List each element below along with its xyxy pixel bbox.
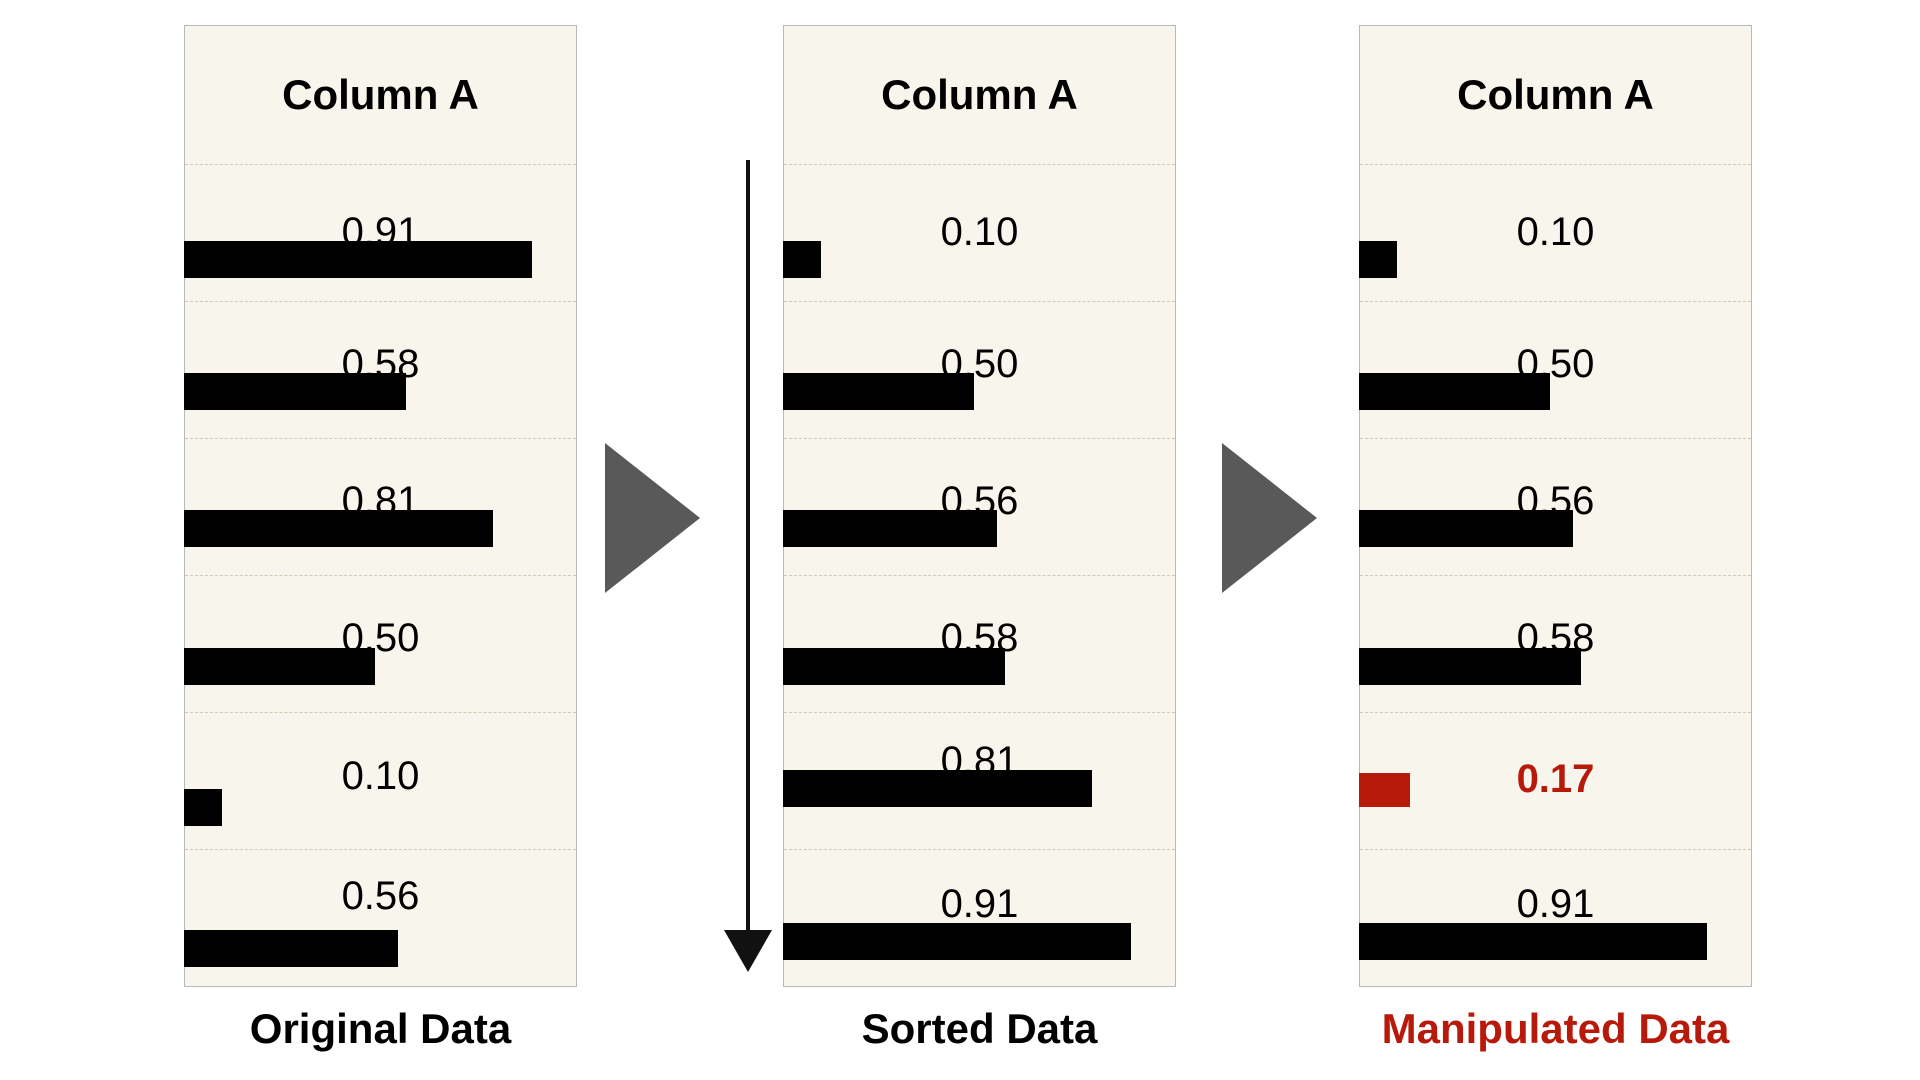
table-row: 0.91 (1359, 849, 1751, 986)
column-header: Column A (282, 71, 479, 118)
value-bar (184, 241, 532, 278)
caption-sorted: Sorted Data (861, 1005, 1098, 1052)
table-row: 0.10 (783, 164, 1175, 301)
row-value: 0.56 (341, 874, 420, 918)
row-value: 0.17 (1516, 757, 1595, 801)
value-bar (1359, 923, 1707, 960)
row-value: 0.91 (1516, 882, 1595, 926)
value-bar (783, 373, 974, 410)
column-header: Column A (881, 71, 1078, 118)
panel-original: Column A 0.91 0.58 0.81 0.50 0.10 0.56 (184, 25, 577, 987)
table-row: 0.58 (1359, 575, 1751, 712)
value-bar (184, 510, 493, 547)
table-row: 0.50 (184, 575, 576, 712)
table-row: 0.50 (783, 301, 1175, 438)
value-bar (184, 648, 375, 685)
row-value: 0.91 (940, 882, 1019, 926)
table-row: 0.58 (184, 301, 576, 438)
value-bar (1359, 373, 1550, 410)
right-triangle-arrow-icon (1222, 443, 1317, 593)
value-bar (783, 241, 821, 278)
value-bar (783, 770, 1092, 807)
table-row: 0.50 (1359, 301, 1751, 438)
value-bar (184, 930, 398, 967)
value-bar (1359, 648, 1581, 685)
table-row: 0.56 (184, 849, 576, 986)
table-row: 0.91 (783, 849, 1175, 986)
table-row: 0.10 (184, 712, 576, 849)
column-header: Column A (1457, 71, 1654, 118)
row-value: 0.10 (940, 210, 1019, 254)
value-bar (184, 789, 222, 826)
table-row: 0.17 (1359, 712, 1751, 849)
value-bar (783, 510, 997, 547)
value-bar (1359, 773, 1410, 807)
table-row: 0.56 (783, 438, 1175, 575)
table-row: 0.58 (783, 575, 1175, 712)
table-row: 0.81 (184, 438, 576, 575)
caption-manipulated: Manipulated Data (1381, 1005, 1730, 1052)
caption-original: Original Data (249, 1005, 512, 1052)
value-bar (184, 373, 406, 410)
value-bar (1359, 241, 1397, 278)
row-value: 0.10 (1516, 210, 1595, 254)
panel-manipulated: Column A 0.10 0.50 0.56 0.58 0.17 0.91 (1359, 25, 1752, 987)
panel-sorted: Column A 0.10 0.50 0.56 0.58 0.81 0.91 (783, 25, 1176, 987)
table-row: 0.10 (1359, 164, 1751, 301)
down-sort-arrow-icon (724, 160, 772, 972)
row-value: 0.10 (341, 754, 420, 798)
table-row: 0.56 (1359, 438, 1751, 575)
value-bar (1359, 510, 1573, 547)
right-triangle-arrow-icon (605, 443, 700, 593)
table-row: 0.91 (184, 164, 576, 301)
table-row: 0.81 (783, 712, 1175, 849)
value-bar (783, 923, 1131, 960)
value-bar (783, 648, 1005, 685)
